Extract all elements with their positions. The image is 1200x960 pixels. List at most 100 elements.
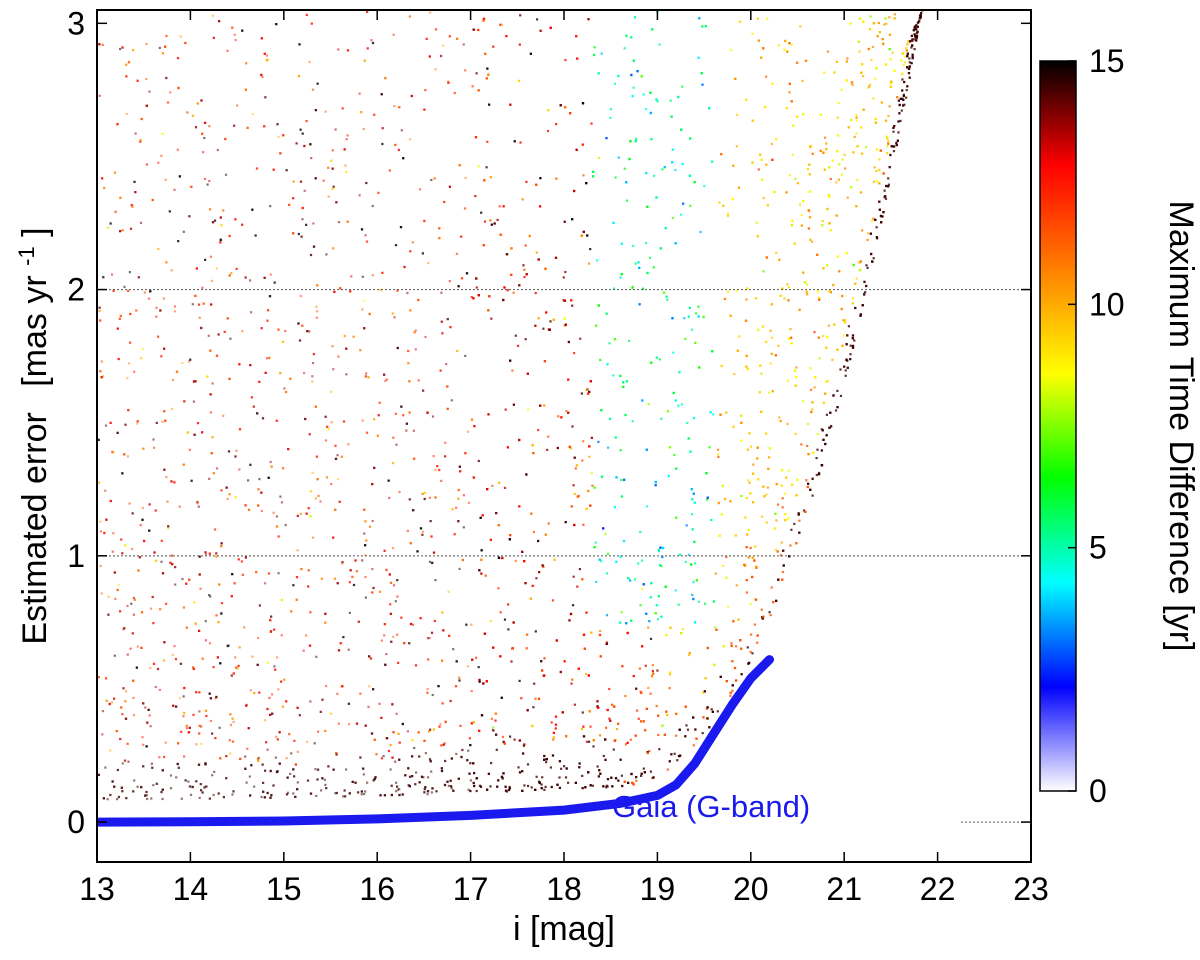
scatter-point	[841, 158, 844, 161]
scatter-point	[473, 784, 476, 788]
scatter-point	[426, 411, 429, 414]
scatter-point	[327, 428, 330, 431]
scatter-point	[397, 732, 400, 735]
scatter-point	[665, 295, 668, 298]
scatter-point	[611, 785, 614, 788]
scatter-point	[892, 130, 895, 133]
scatter-point	[576, 585, 579, 588]
scatter-point	[376, 434, 379, 437]
scatter-point	[350, 275, 353, 278]
scatter-point	[443, 742, 446, 745]
scatter-point	[685, 524, 688, 527]
scatter-point	[691, 498, 694, 501]
scatter-point	[910, 34, 913, 37]
scatter-point	[525, 180, 528, 183]
scatter-point	[661, 168, 664, 171]
scatter-point	[595, 324, 598, 327]
scatter-point	[499, 611, 502, 614]
scatter-point	[519, 14, 522, 17]
scatter-point	[139, 524, 142, 527]
scatter-point	[314, 405, 317, 408]
scatter-point	[911, 55, 914, 58]
scatter-point	[124, 700, 127, 703]
scatter-point	[220, 224, 223, 227]
scatter-point	[337, 355, 340, 358]
scatter-point	[306, 740, 309, 743]
scatter-point	[502, 298, 505, 302]
scatter-point	[783, 48, 786, 51]
scatter-point	[470, 690, 473, 693]
scatter-point	[597, 440, 600, 443]
scatter-point	[537, 428, 540, 432]
scatter-point	[851, 83, 854, 86]
scatter-point	[101, 177, 104, 180]
scatter-point	[831, 358, 834, 361]
scatter-point	[176, 148, 179, 151]
scatter-point	[923, 0, 925, 2]
scatter-point	[392, 462, 395, 465]
scatter-point	[675, 467, 678, 470]
scatter-point	[326, 425, 329, 428]
scatter-point	[505, 35, 508, 38]
scatter-point	[158, 688, 161, 691]
scatter-point	[389, 768, 392, 771]
scatter-point	[410, 94, 413, 98]
scatter-point	[826, 379, 829, 383]
scatter-point	[309, 253, 313, 257]
scatter-point	[483, 220, 486, 223]
scatter-point	[324, 621, 327, 624]
scatter-point	[615, 560, 618, 563]
scatter-point	[923, 2, 925, 4]
scatter-point	[761, 617, 764, 620]
scatter-point	[660, 615, 663, 618]
scatter-point	[315, 655, 318, 658]
scatter-point	[183, 711, 186, 715]
scatter-point	[119, 610, 122, 613]
scatter-point	[845, 79, 848, 82]
scatter-point	[406, 291, 409, 295]
scatter-point	[858, 268, 862, 272]
scatter-point	[640, 559, 644, 562]
scatter-point	[736, 349, 739, 352]
scatter-point	[854, 306, 857, 310]
scatter-point	[811, 240, 814, 243]
scatter-point	[884, 63, 888, 66]
scatter-point	[870, 252, 873, 256]
scatter-point	[277, 572, 280, 575]
scatter-point	[901, 72, 904, 75]
scatter-point	[157, 247, 160, 251]
scatter-point	[348, 581, 351, 584]
scatter-point	[513, 140, 516, 143]
scatter-point	[750, 633, 753, 636]
scatter-point	[623, 780, 626, 783]
scatter-point	[184, 779, 187, 782]
scatter-point	[685, 724, 688, 727]
scatter-point	[357, 620, 360, 623]
scatter-point	[740, 494, 743, 498]
scatter-point	[509, 534, 512, 537]
scatter-point	[335, 791, 338, 795]
scatter-point	[393, 316, 396, 319]
scatter-point	[625, 380, 628, 383]
scatter-point	[208, 797, 211, 800]
scatter-point	[208, 594, 211, 597]
scatter-point	[473, 772, 476, 775]
scatter-point	[226, 49, 229, 52]
scatter-point	[477, 89, 480, 92]
scatter-point	[133, 779, 136, 782]
scatter-point	[628, 339, 631, 342]
scatter-point	[632, 675, 635, 678]
scatter-point	[836, 255, 839, 258]
scatter-point	[597, 775, 600, 778]
scatter-point	[296, 788, 299, 791]
scatter-point	[373, 466, 376, 469]
scatter-point	[684, 705, 687, 708]
scatter-point	[905, 49, 908, 52]
scatter-point	[565, 409, 568, 413]
scatter-point	[692, 744, 695, 747]
scatter-point	[359, 349, 362, 352]
scatter-point	[612, 748, 615, 751]
scatter-point	[292, 180, 295, 183]
scatter-point	[858, 17, 862, 20]
scatter-point	[234, 496, 237, 499]
